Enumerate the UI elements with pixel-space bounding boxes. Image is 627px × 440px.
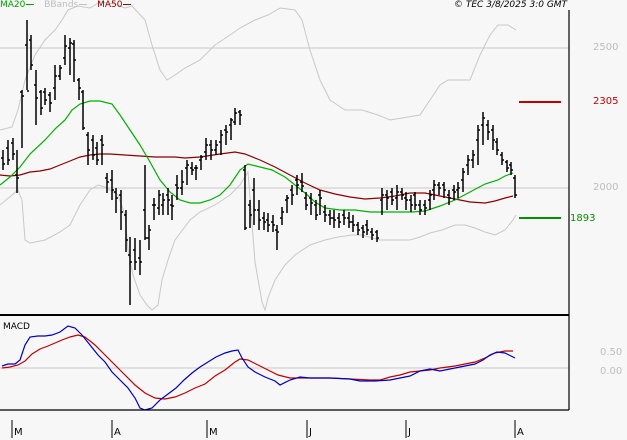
price-label-2000: 2000 — [593, 182, 619, 193]
x-axis-ticks — [11, 420, 516, 438]
price-panel — [0, 0, 569, 315]
legend-ma50: MA50 — [97, 0, 123, 10]
price-bars — [1, 20, 517, 305]
macd-signal-line — [1, 334, 513, 400]
resistance-label: 2305 — [593, 96, 619, 107]
legend-ma50-swatch — [123, 4, 132, 5]
macd-label-000: 0.00 — [600, 366, 623, 377]
x-label-j1: J — [309, 427, 312, 438]
copyright-label: © TEC 3/8/2025 3:0 GMT — [454, 0, 568, 10]
x-label-a1: A — [114, 427, 121, 438]
x-label-m2: M — [209, 427, 218, 438]
legend-bbands-swatch — [79, 4, 88, 5]
legend-ma20-swatch — [26, 4, 35, 5]
macd-title: MACD — [3, 322, 30, 332]
legend: MA20 BBands MA50 — [0, 0, 133, 11]
macd-line — [1, 325, 516, 411]
macd-label-050: 0.50 — [600, 347, 623, 358]
ma20-line — [0, 100, 514, 213]
legend-ma20: MA20 — [0, 0, 26, 10]
support-label: 1893 — [570, 213, 596, 224]
price-label-2500: 2500 — [593, 42, 619, 53]
x-label-m1: M — [14, 427, 23, 438]
bollinger-bands — [0, 1, 517, 312]
legend-bbands: BBands — [44, 0, 79, 10]
x-label-j2: J — [408, 427, 411, 438]
x-label-a2: A — [517, 427, 524, 438]
